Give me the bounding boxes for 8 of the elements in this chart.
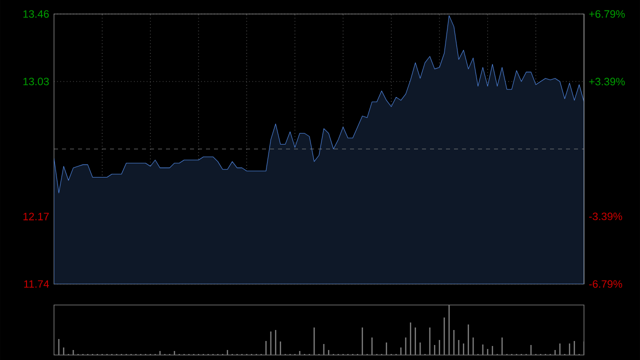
y-tick-label: 11.74	[24, 280, 49, 288]
y2-tick-label: +3.39%	[589, 78, 625, 86]
y2-tick-label: -6.79%	[589, 280, 622, 288]
y-tick-label: 12.17	[23, 212, 49, 220]
y2-tick-label: +6.79%	[589, 10, 625, 18]
y2-tick-label: -3.39%	[589, 212, 622, 220]
y-tick-label: 13.03	[23, 78, 49, 86]
y-tick-label: 13.46	[23, 10, 49, 18]
